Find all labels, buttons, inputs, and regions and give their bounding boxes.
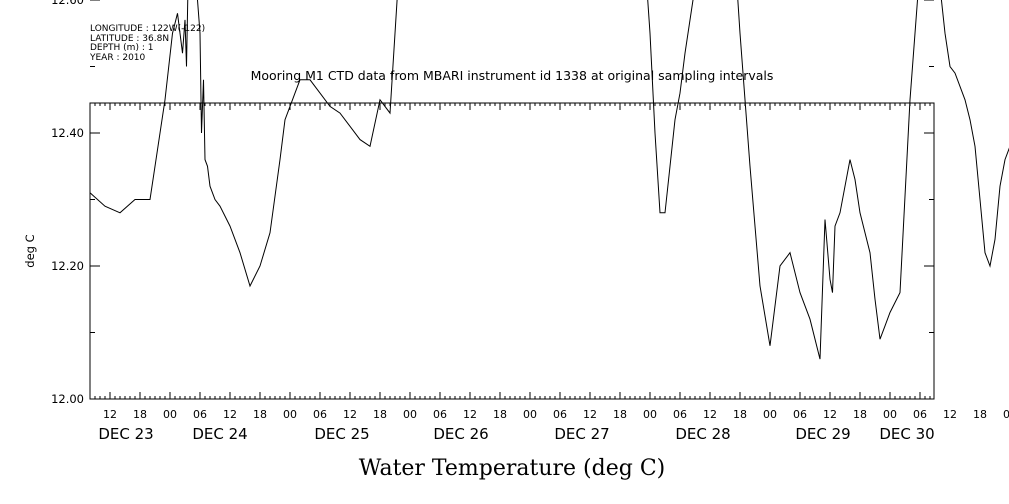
x-tick-label: 00	[523, 408, 537, 421]
x-tick-label: 00	[763, 408, 777, 421]
x-tick-label: 18	[373, 408, 387, 421]
x-tick-label: 12	[103, 408, 117, 421]
x-day-label: DEC 30	[879, 425, 934, 443]
x-tick-label: 06	[313, 408, 327, 421]
x-tick-label: 18	[733, 408, 747, 421]
x-day-label: DEC 24	[192, 425, 247, 443]
x-tick-label: 18	[493, 408, 507, 421]
chart-title: Mooring M1 CTD data from MBARI instrumen…	[251, 68, 774, 83]
y-tick-label: 12.20	[51, 259, 84, 273]
y-tick-label: 12.60	[51, 0, 84, 7]
x-day-label: DEC 27	[554, 425, 609, 443]
x-day-label: DEC 25	[314, 425, 369, 443]
x-tick-label: 00	[283, 408, 297, 421]
x-tick-label: 18	[853, 408, 867, 421]
x-tick-label: 06	[433, 408, 447, 421]
x-tick-label: 00	[1003, 408, 1009, 421]
x-tick-label: 12	[823, 408, 837, 421]
x-tick-label: 12	[583, 408, 597, 421]
meta-year: YEAR : 2010	[89, 53, 146, 63]
x-tick-label: 06	[913, 408, 927, 421]
y-tick-label: 12.40	[51, 126, 84, 140]
x-axis-label: Water Temperature (deg C)	[359, 456, 666, 481]
x-day-label: DEC 26	[433, 425, 488, 443]
x-tick-label: 12	[703, 408, 717, 421]
meta-latitude: LATITUDE : 36.8N	[90, 34, 169, 44]
x-tick-label: 12	[343, 408, 357, 421]
x-tick-label: 12	[463, 408, 477, 421]
x-tick-label: 06	[673, 408, 687, 421]
x-tick-label: 06	[193, 408, 207, 421]
x-day-label: DEC 29	[795, 425, 850, 443]
x-tick-label: 00	[883, 408, 897, 421]
x-day-label: DEC 28	[675, 425, 730, 443]
meta-longitude: LONGITUDE : 122W(-122)	[90, 24, 205, 34]
y-axis-label: deg C	[23, 234, 37, 267]
x-tick-label: 00	[403, 408, 417, 421]
x-tick-label: 06	[553, 408, 567, 421]
x-tick-label: 18	[973, 408, 987, 421]
x-tick-label: 18	[613, 408, 627, 421]
plot-frame	[89, 102, 935, 400]
series-line-water-temperature	[89, 0, 1009, 360]
x-tick-label: 06	[793, 408, 807, 421]
x-tick-label: 18	[133, 408, 147, 421]
x-tick-label: 18	[253, 408, 267, 421]
y-tick-label: 12.00	[51, 392, 84, 406]
x-tick-label: 12	[943, 408, 957, 421]
x-tick-label: 00	[643, 408, 657, 421]
x-tick-label: 12	[223, 408, 237, 421]
x-day-label: DEC 23	[98, 425, 153, 443]
metadata-block: LONGITUDE : 122W(-122) LATITUDE : 36.8N …	[89, 24, 205, 63]
x-tick-label: 00	[163, 408, 177, 421]
x-axis: 12 18 00 06 12 18 00 06 12 18 00 06 12 18 00 06 12 18 00 06…	[89, 103, 1009, 443]
meta-depth: DEPTH (m) : 1	[90, 43, 153, 53]
